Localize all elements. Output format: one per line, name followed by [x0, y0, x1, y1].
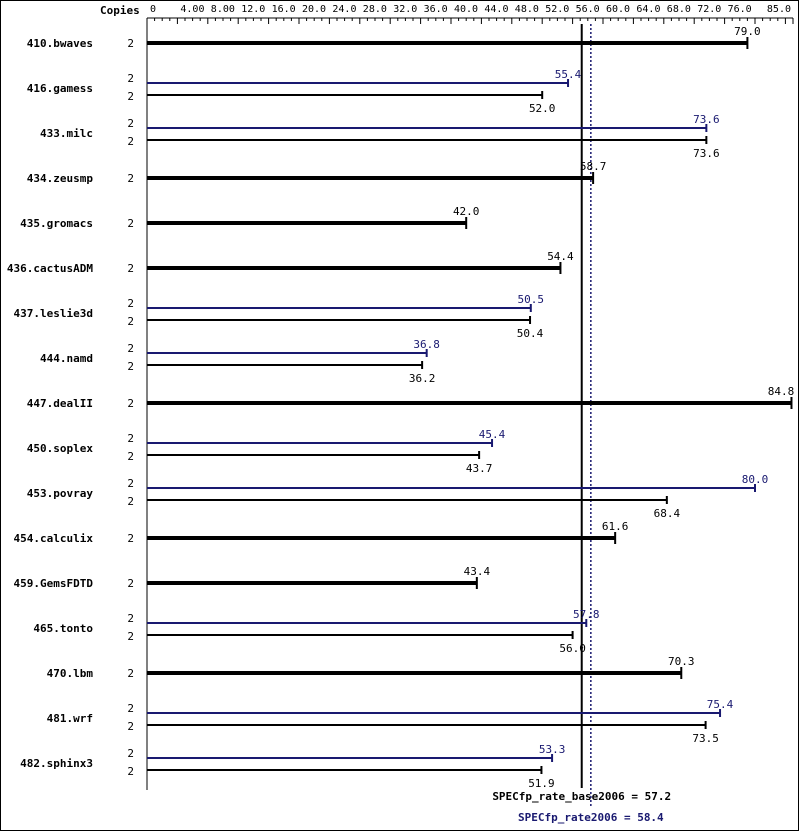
benchmark-label: 434.zeusmp: [27, 172, 94, 185]
peak-copies-value: 2: [127, 612, 134, 625]
x-tick-label: 28.0: [363, 4, 387, 15]
peak-reference-label: SPECfp_rate2006 = 58.4: [518, 811, 664, 824]
x-tick-label: 68.0: [667, 4, 691, 15]
x-tick-label: 85.0: [767, 4, 791, 15]
peak-value-label: 57.8: [573, 608, 600, 621]
peak-value-label: 73.6: [693, 113, 720, 126]
base-copies-value: 2: [127, 450, 134, 463]
peak-copies-value: 2: [127, 342, 134, 355]
x-tick-label: 4.00: [180, 4, 204, 15]
base-value-label: 68.4: [654, 507, 681, 520]
copies-value: 2: [127, 532, 134, 545]
x-tick-label: 8.00: [211, 4, 235, 15]
benchmark-label: 436.cactusADM: [7, 262, 93, 275]
base-copies-value: 2: [127, 720, 134, 733]
peak-copies-value: 2: [127, 72, 134, 85]
benchmark-label: 481.wrf: [47, 712, 93, 725]
base-value-label: 50.4: [517, 327, 544, 340]
benchmark-label: 447.dealII: [27, 397, 93, 410]
peak-value-label: 55.4: [555, 68, 582, 81]
benchmark-label: 450.soplex: [27, 442, 94, 455]
base-value-label: 73.6: [693, 147, 720, 160]
base-value-label: 58.7: [580, 160, 607, 173]
peak-copies-value: 2: [127, 747, 134, 760]
benchmark-label: 433.milc: [40, 127, 93, 140]
copies-value: 2: [127, 172, 134, 185]
base-value-label: 73.5: [692, 732, 719, 745]
benchmark-label: 437.leslie3d: [14, 307, 93, 320]
base-reference-label: SPECfp_rate_base2006 = 57.2: [492, 790, 671, 803]
base-copies-value: 2: [127, 315, 134, 328]
x-tick-label: 48.0: [515, 4, 539, 15]
benchmark-label: 482.sphinx3: [20, 757, 93, 770]
base-value-label: 56.0: [559, 642, 586, 655]
base-value-label: 42.0: [453, 205, 480, 218]
x-tick-label: 20.0: [302, 4, 326, 15]
peak-copies-value: 2: [127, 702, 134, 715]
x-tick-label: 16.0: [272, 4, 296, 15]
peak-copies-value: 2: [127, 297, 134, 310]
copies-value: 2: [127, 397, 134, 410]
benchmark-label: 416.gamess: [27, 82, 93, 95]
base-value-label: 84.8: [768, 385, 795, 398]
copies-value: 2: [127, 217, 134, 230]
peak-value-label: 36.8: [413, 338, 440, 351]
x-tick-label: 72.0: [697, 4, 721, 15]
base-value-label: 52.0: [529, 102, 556, 115]
base-value-label: 51.9: [528, 777, 555, 790]
copies-value: 2: [127, 37, 134, 50]
benchmark-label: 410.bwaves: [27, 37, 93, 50]
copies-header: Copies: [100, 4, 140, 17]
peak-value-label: 45.4: [479, 428, 506, 441]
copies-value: 2: [127, 577, 134, 590]
peak-value-label: 53.3: [539, 743, 566, 756]
peak-value-label: 80.0: [742, 473, 769, 486]
base-value-label: 43.4: [464, 565, 491, 578]
x-tick-label: 60.0: [606, 4, 630, 15]
peak-value-label: 75.4: [707, 698, 734, 711]
x-tick-label: 24.0: [332, 4, 356, 15]
benchmark-label: 465.tonto: [33, 622, 93, 635]
copies-value: 2: [127, 262, 134, 275]
base-copies-value: 2: [127, 90, 134, 103]
peak-copies-value: 2: [127, 117, 134, 130]
peak-copies-value: 2: [127, 477, 134, 490]
base-copies-value: 2: [127, 360, 134, 373]
benchmark-label: 470.lbm: [47, 667, 94, 680]
base-value-label: 54.4: [547, 250, 574, 263]
base-value-label: 61.6: [602, 520, 629, 533]
x-tick-label: 36.0: [424, 4, 448, 15]
peak-copies-value: 2: [127, 432, 134, 445]
peak-value-label: 50.5: [518, 293, 545, 306]
x-tick-label: 0: [150, 4, 156, 15]
base-value-label: 43.7: [466, 462, 493, 475]
benchmark-label: 444.namd: [40, 352, 93, 365]
x-tick-label: 76.0: [728, 4, 752, 15]
base-value-label: 36.2: [409, 372, 436, 385]
copies-value: 2: [127, 667, 134, 680]
x-tick-label: 64.0: [636, 4, 660, 15]
base-copies-value: 2: [127, 135, 134, 148]
base-value-label: 79.0: [734, 25, 761, 38]
benchmark-label: 454.calculix: [14, 532, 94, 545]
base-value-label: 70.3: [668, 655, 695, 668]
base-copies-value: 2: [127, 630, 134, 643]
x-tick-label: 52.0: [545, 4, 569, 15]
benchmark-label: 435.gromacs: [20, 217, 93, 230]
benchmark-label: 459.GemsFDTD: [14, 577, 94, 590]
x-tick-label: 32.0: [393, 4, 417, 15]
base-copies-value: 2: [127, 765, 134, 778]
x-tick-label: 44.0: [484, 4, 508, 15]
base-copies-value: 2: [127, 495, 134, 508]
x-tick-label: 40.0: [454, 4, 478, 15]
benchmark-label: 453.povray: [27, 487, 94, 500]
x-tick-label: 56.0: [576, 4, 600, 15]
x-tick-label: 12.0: [241, 4, 265, 15]
